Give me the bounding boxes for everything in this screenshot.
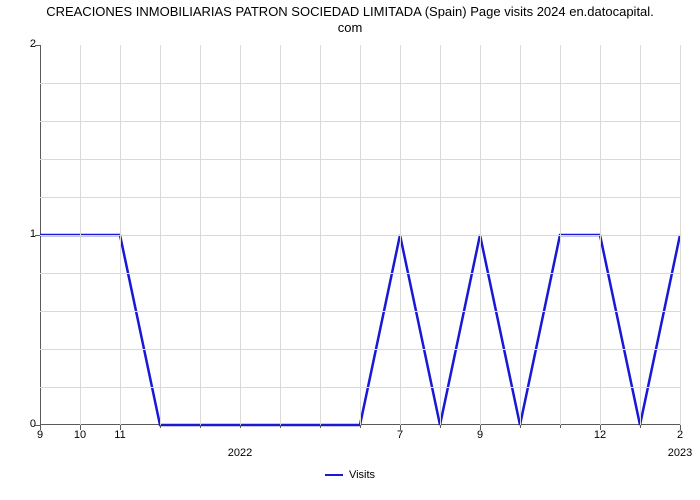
x-tick — [560, 425, 561, 428]
x-tick — [520, 425, 521, 428]
x-tick — [240, 425, 241, 428]
gridline-v — [200, 45, 201, 425]
x-tick — [200, 425, 201, 428]
title-line-1: CREACIONES INMOBILIARIAS PATRON SOCIEDAD… — [46, 4, 654, 19]
x-tick — [160, 425, 161, 428]
y-tick-label: 2 — [6, 38, 36, 50]
gridline-v — [440, 45, 441, 425]
y-tick-label: 1 — [6, 228, 36, 240]
y-tick-label: 0 — [6, 418, 36, 430]
x-tick-label: 7 — [397, 429, 403, 441]
x-tick-label: 12 — [594, 429, 606, 441]
gridline-v — [680, 45, 681, 425]
y-tick — [35, 45, 40, 46]
legend-label-visits: Visits — [349, 469, 375, 481]
x-tick-label: 9 — [37, 429, 43, 441]
gridline-v — [400, 45, 401, 425]
gridline-v — [480, 45, 481, 425]
x-year-label: 2022 — [228, 447, 252, 459]
gridline-v — [520, 45, 521, 425]
chart-title: CREACIONES INMOBILIARIAS PATRON SOCIEDAD… — [0, 0, 700, 35]
gridline-v — [600, 45, 601, 425]
chart-container: 012910117912220222023 — [0, 35, 700, 465]
gridline-v — [80, 45, 81, 425]
gridline-v — [640, 45, 641, 425]
x-tick-label: 10 — [74, 429, 86, 441]
gridline-v — [320, 45, 321, 425]
gridline-v — [240, 45, 241, 425]
x-tick — [640, 425, 641, 428]
x-year-label: 2023 — [668, 447, 692, 459]
legend: Visits — [0, 465, 700, 481]
title-line-2: com — [338, 20, 363, 35]
gridline-v — [560, 45, 561, 425]
x-tick — [280, 425, 281, 428]
gridline-v — [160, 45, 161, 425]
gridline-v — [360, 45, 361, 425]
gridline-v — [280, 45, 281, 425]
legend-swatch-visits — [325, 474, 343, 476]
x-tick-label: 11 — [114, 429, 125, 441]
x-tick-label: 9 — [477, 429, 483, 441]
x-tick — [320, 425, 321, 428]
x-tick — [360, 425, 361, 428]
x-tick-label: 2 — [677, 429, 683, 441]
gridline-v — [120, 45, 121, 425]
y-tick — [35, 235, 40, 236]
x-tick — [440, 425, 441, 428]
